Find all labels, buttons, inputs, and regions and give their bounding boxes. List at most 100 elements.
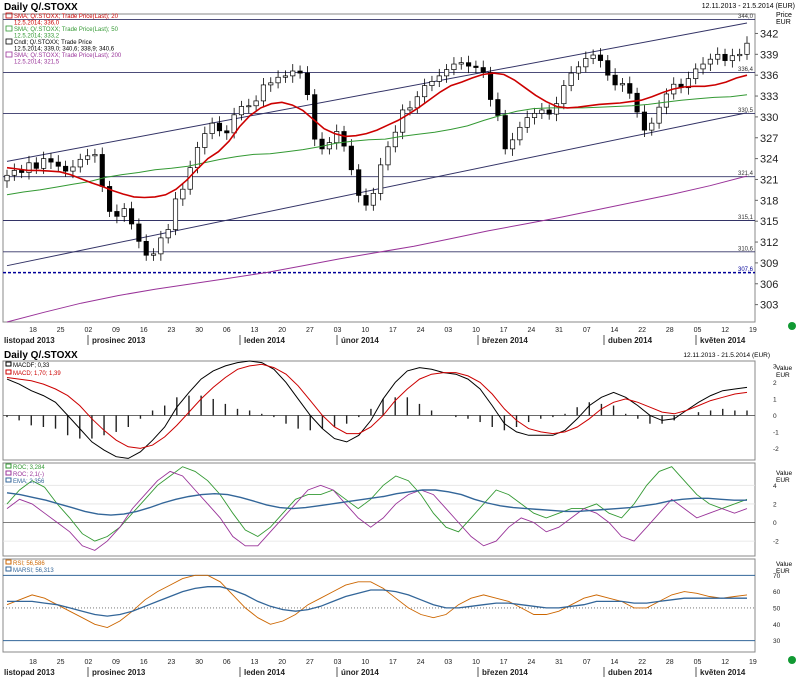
roc-purple-line bbox=[6, 470, 748, 551]
bottom-x-day-label: 27 bbox=[306, 659, 314, 666]
price-x-day-label: 10 bbox=[361, 327, 369, 334]
sma20-line bbox=[6, 72, 748, 199]
price-x-day-label: 25 bbox=[57, 327, 65, 334]
macd-date-range: 12.11.2013 - 21.5.2014 (EUR) bbox=[683, 352, 770, 359]
bottom-x-day-label: 12 bbox=[721, 659, 729, 666]
candle-body bbox=[209, 122, 215, 134]
candle-body bbox=[70, 166, 76, 172]
candle-body bbox=[707, 58, 713, 65]
price-x-month-label: listopad 2013 bbox=[4, 336, 55, 345]
candle-body bbox=[99, 154, 105, 187]
candle-body bbox=[422, 85, 428, 98]
rsi-y-tick-label: 60 bbox=[773, 589, 781, 596]
macd-y-tick-label: -2 bbox=[773, 446, 779, 453]
candle-body bbox=[143, 240, 149, 256]
roc-legend-label: ROC; 2,1(-) bbox=[13, 472, 44, 478]
candle-body bbox=[429, 81, 435, 86]
candle-body bbox=[502, 115, 508, 150]
price-y-tick-label: 315 bbox=[760, 216, 778, 228]
price-x-day-label: 30 bbox=[195, 327, 203, 334]
candle-body bbox=[546, 109, 552, 115]
rsi-y-tick-label: 40 bbox=[773, 622, 781, 629]
candle-body bbox=[348, 145, 354, 171]
level-label: 315,1 bbox=[738, 215, 754, 221]
legend-label: SMA; Q/.STOXX; Trade Price(Last); 50 bbox=[14, 27, 119, 33]
bottom-x-day-label: 22 bbox=[638, 659, 646, 666]
candle-body bbox=[326, 142, 332, 150]
sma50-line bbox=[6, 94, 748, 196]
legend-swatch bbox=[5, 12, 13, 19]
candle-body bbox=[605, 60, 611, 76]
bottom-x-day-label: 07 bbox=[583, 659, 591, 666]
candle-body bbox=[466, 62, 472, 67]
candle-body bbox=[627, 83, 633, 94]
bottom-x-month-label: březen 2014 bbox=[482, 668, 528, 677]
candle-body bbox=[693, 68, 699, 80]
bottom-x-day-label: 13 bbox=[251, 659, 259, 666]
rsi-legend-swatch bbox=[5, 566, 12, 572]
legend-label: Cndl; Q/.STOXX; Trade Price bbox=[14, 40, 93, 46]
candle-body bbox=[473, 65, 479, 68]
candle-body bbox=[268, 82, 274, 86]
candle-body bbox=[649, 122, 655, 131]
price-x-day-label: 27 bbox=[306, 327, 314, 334]
bottom-x-day-label: 18 bbox=[29, 659, 37, 666]
price-y-tick-label: 303 bbox=[760, 300, 778, 312]
price-axis-caption: Price bbox=[776, 12, 792, 19]
bottom-x-day-label: 06 bbox=[223, 659, 231, 666]
dotted-level-label: 307,6 bbox=[738, 267, 754, 273]
roc-legend-swatch bbox=[5, 477, 12, 483]
price-axis-unit: EUR bbox=[776, 19, 791, 26]
candle-body bbox=[517, 126, 523, 141]
rsi-legend-label: RSI; 56,586 bbox=[13, 561, 45, 567]
bottom-x-day-label: 10 bbox=[361, 659, 369, 666]
price-x-day-label: 14 bbox=[611, 327, 619, 334]
macd-axis-unit: EUR bbox=[776, 372, 790, 379]
roc-y-tick-label: 2 bbox=[773, 501, 777, 508]
roc-y-tick-label: 4 bbox=[773, 483, 777, 490]
price-x-day-label: 31 bbox=[555, 327, 563, 334]
macd-legend-label: MACD; 1,70; 1,39 bbox=[13, 371, 61, 377]
price-x-day-label: 23 bbox=[168, 327, 176, 334]
candle-body bbox=[539, 109, 545, 114]
macd-panel bbox=[2, 360, 756, 461]
candle-body bbox=[260, 84, 266, 102]
price-y-tick-label: 336 bbox=[760, 70, 778, 82]
bottom-x-day-label: 31 bbox=[555, 659, 563, 666]
macd-y-tick-label: 2 bbox=[773, 380, 777, 387]
bottom-x-day-label: 25 bbox=[57, 659, 65, 666]
candle-body bbox=[561, 85, 567, 105]
candle-body bbox=[685, 78, 691, 89]
price-x-month-label: březen 2014 bbox=[482, 336, 528, 345]
macd-signal-line bbox=[6, 363, 748, 449]
candle-body bbox=[451, 63, 457, 70]
candle-body bbox=[4, 174, 10, 182]
legend-label: SMA; Q/.STOXX; Trade Price(Last); 200 bbox=[14, 53, 122, 59]
candle-body bbox=[202, 133, 208, 148]
candle-body bbox=[444, 69, 450, 77]
price-y-tick-label: 333 bbox=[760, 91, 778, 103]
price-x-day-label: 18 bbox=[29, 327, 37, 334]
candle-body bbox=[744, 42, 750, 55]
price-x-month-label: únor 2014 bbox=[341, 336, 379, 345]
candle-body bbox=[553, 103, 560, 115]
bottom-x-day-label: 24 bbox=[527, 659, 535, 666]
price-x-day-label: 02 bbox=[84, 327, 92, 334]
rsi-panel bbox=[2, 558, 756, 653]
legend-label: SMA; Q/.STOXX; Trade Price(Last); 20 bbox=[14, 14, 119, 20]
macd-y-tick-label: -1 bbox=[773, 429, 779, 436]
candle-body bbox=[92, 154, 98, 157]
candle-body bbox=[737, 53, 743, 57]
price-x-day-label: 17 bbox=[500, 327, 508, 334]
price-x-day-label: 19 bbox=[749, 327, 757, 334]
macd-y-tick-label: 1 bbox=[773, 396, 777, 403]
price-x-day-label: 06 bbox=[223, 327, 231, 334]
green-dot-icon bbox=[788, 322, 796, 330]
candle-body bbox=[194, 147, 201, 169]
sma200-line bbox=[6, 175, 748, 323]
level-label: 344,0 bbox=[738, 14, 754, 20]
price-x-day-label: 24 bbox=[417, 327, 425, 334]
candle-body bbox=[400, 109, 406, 133]
bottom-x-month-label: květen 2014 bbox=[700, 668, 746, 677]
candle-body bbox=[531, 113, 538, 118]
